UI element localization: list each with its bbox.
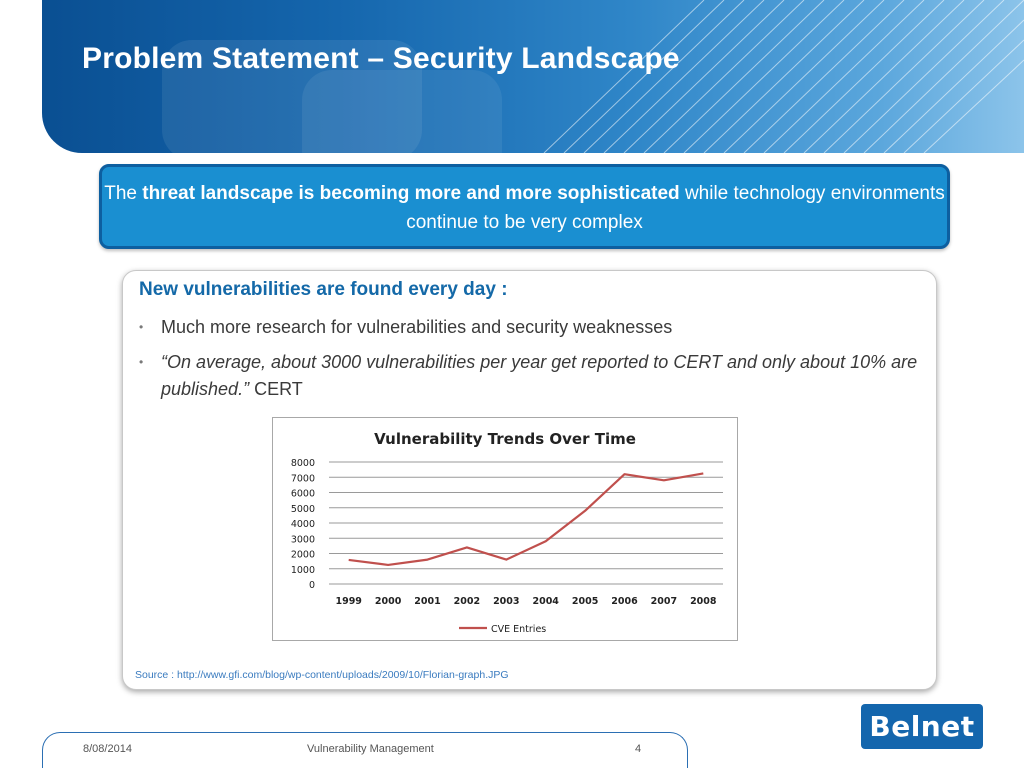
- page-number: 4: [635, 743, 642, 755]
- x-tick-label: 2000: [375, 596, 402, 607]
- banner-glow: [162, 40, 422, 153]
- source-citation: Source : http://www.gfi.com/blog/wp-cont…: [135, 669, 509, 681]
- bullet-text: Much more research for vulnerabilities a…: [161, 317, 673, 337]
- footer-bar: 8/08/2014 Vulnerability Management 4: [42, 732, 688, 768]
- x-tick-label: 2005: [572, 596, 598, 607]
- y-tick-label: 5000: [291, 504, 315, 515]
- banner-glow: [302, 70, 502, 153]
- x-tick-label: 2002: [454, 596, 480, 607]
- x-tick-label: 2003: [493, 596, 519, 607]
- line-chart: Vulnerability Trends Over Time 0 1000 2000…: [291, 430, 723, 635]
- x-tick-label: 1999: [335, 596, 361, 607]
- content-panel: New vulnerabilities are found every day …: [122, 270, 937, 690]
- y-tick-label: 7000: [291, 473, 315, 484]
- slide-title: Problem Statement – Security Landscape: [82, 42, 680, 75]
- x-tick-label: 2004: [532, 596, 559, 607]
- y-tick-label: 6000: [291, 489, 315, 500]
- header-banner: [42, 0, 1024, 153]
- callout-box: The threat landscape is becoming more an…: [99, 164, 950, 249]
- chart-title: Vulnerability Trends Over Time: [374, 430, 636, 448]
- y-tick-label: 2000: [291, 550, 315, 561]
- bullet-dot-icon: •: [139, 320, 144, 334]
- y-tick-label: 1000: [291, 565, 315, 576]
- bullet-dot-icon: •: [139, 355, 144, 369]
- bullet-text: “On average, about 3000 vulnerabilities …: [161, 349, 921, 403]
- y-tick-label: 3000: [291, 534, 315, 545]
- callout-text-end: while technology environments continue t…: [406, 183, 945, 233]
- legend-label: CVE Entries: [491, 624, 546, 635]
- y-tick-label: 8000: [291, 458, 315, 469]
- x-tick-label: 2001: [414, 596, 440, 607]
- y-tick-label: 4000: [291, 519, 315, 530]
- y-tick-label: 0: [309, 580, 315, 591]
- belnet-logo: Belnet: [861, 704, 983, 749]
- callout-text-start: The: [104, 183, 143, 204]
- x-tick-label: 2006: [611, 596, 638, 607]
- panel-heading: New vulnerabilities are found every day …: [139, 279, 508, 300]
- quote-attribution: CERT: [249, 379, 303, 399]
- callout-emphasis: threat landscape is becoming more and mo…: [142, 183, 680, 204]
- x-tick-label: 2007: [651, 596, 677, 607]
- footer-title: Vulnerability Management: [307, 743, 434, 755]
- chart-container: Vulnerability Trends Over Time 0 1000 2000…: [272, 417, 738, 641]
- x-tick-label: 2008: [690, 596, 717, 607]
- banner-decoration: [543, 0, 1024, 153]
- cert-quote: “On average, about 3000 vulnerabilities …: [161, 352, 918, 399]
- footer-date: 8/08/2014: [83, 743, 132, 755]
- series-line: [348, 472, 704, 567]
